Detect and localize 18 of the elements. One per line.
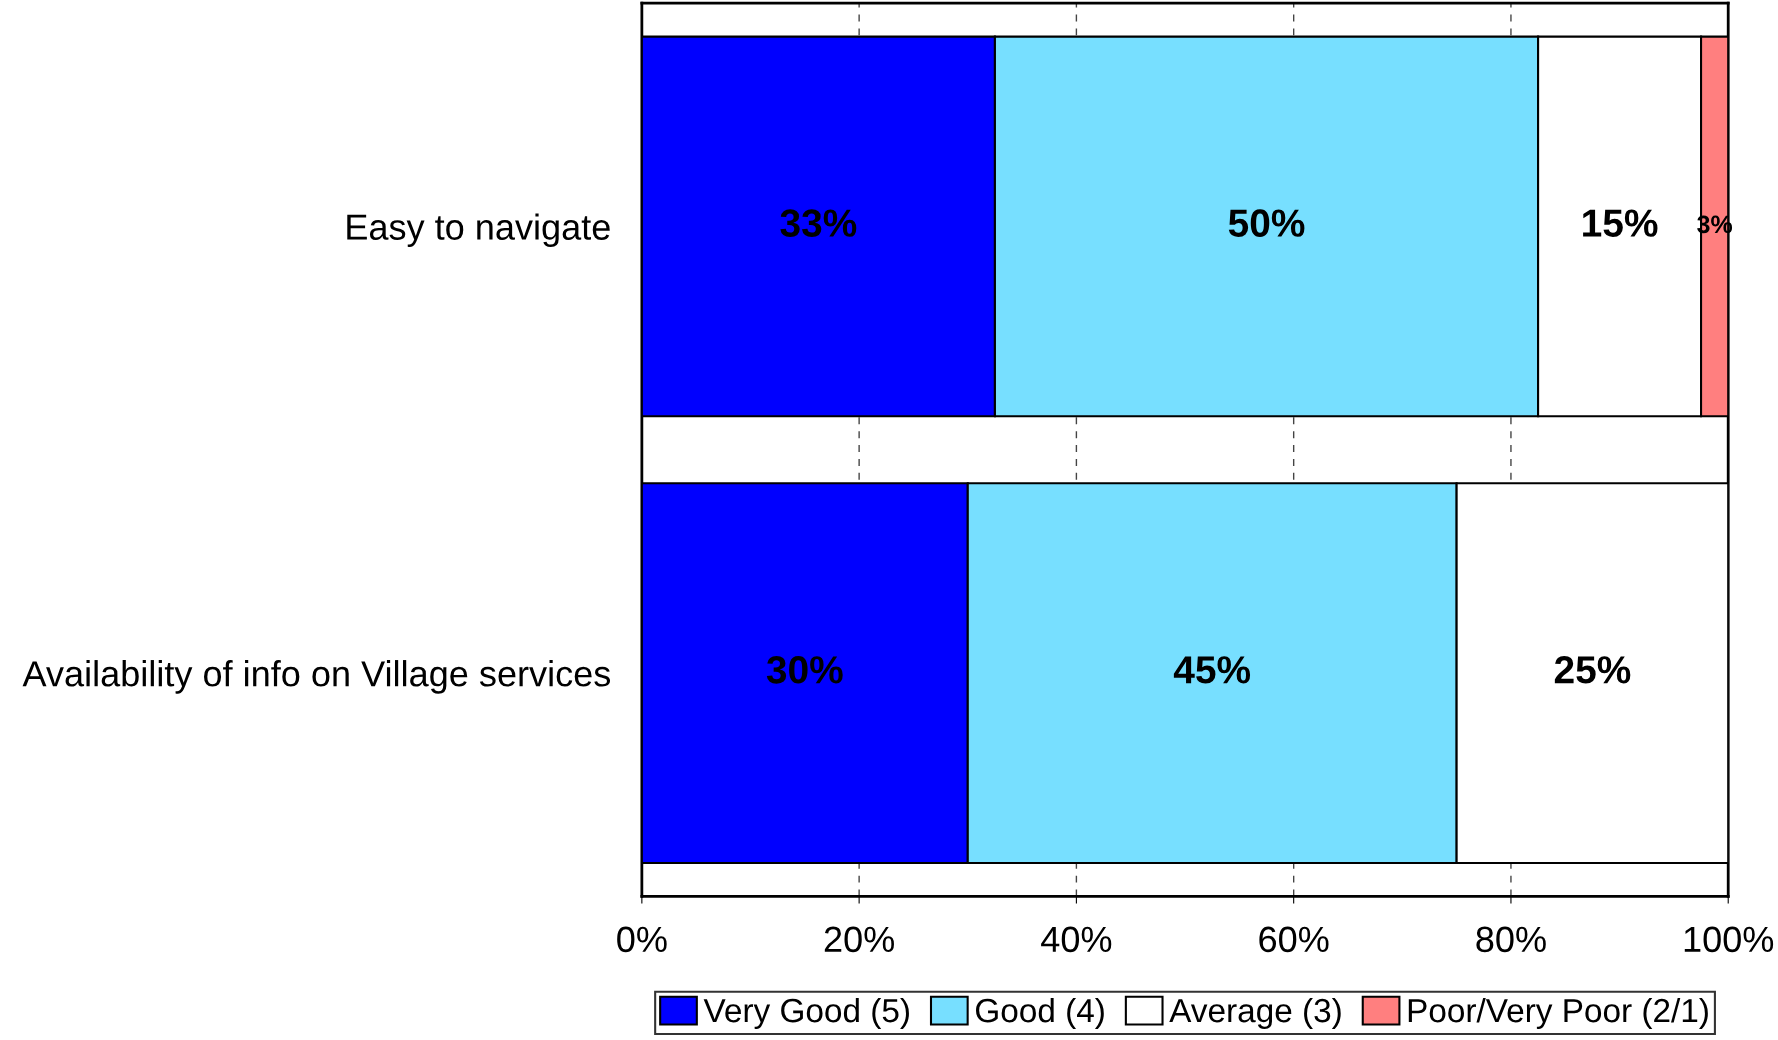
data-label: 33%	[780, 209, 857, 237]
y-tick-label: Easy to navigate	[347, 213, 610, 248]
x-tick-label: 40%	[1041, 926, 1112, 953]
x-tick-label: 20%	[824, 926, 894, 953]
y-tick-label: Availability of info on Village services	[22, 660, 611, 694]
data-label: 30%	[766, 656, 843, 684]
x-tick-label: 0%	[617, 926, 667, 953]
data-label: 45%	[1173, 656, 1251, 684]
legend-label: Good (4)	[976, 997, 1104, 1029]
legend-label: Very Good (5)	[703, 997, 909, 1030]
x-tick-label: 60%	[1259, 926, 1329, 953]
data-label: 25%	[1554, 656, 1631, 684]
legend-label: Poor/Very Poor (2/1)	[1408, 997, 1708, 1030]
data-label: 50%	[1228, 209, 1305, 237]
data-label: 15%	[1583, 209, 1658, 237]
x-tick-label: 80%	[1476, 926, 1546, 953]
legend-label: Average (3)	[1169, 997, 1341, 1030]
x-tick-label: 100%	[1684, 926, 1774, 953]
